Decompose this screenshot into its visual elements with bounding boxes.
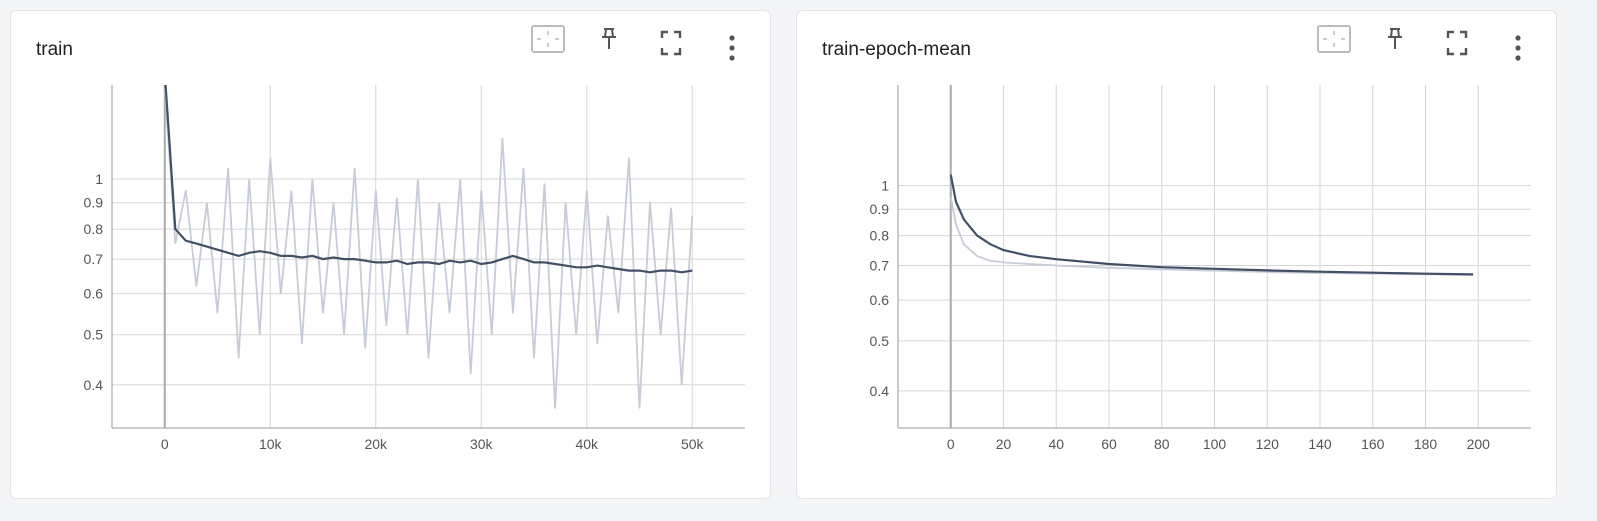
y-tick-label: 0.8 <box>870 228 890 244</box>
y-tick-label: 0.7 <box>84 251 104 267</box>
y-tick-label: 0.4 <box>870 383 890 399</box>
x-tick-label: 200 <box>1467 436 1491 452</box>
y-tick-label: 0.5 <box>870 333 890 349</box>
x-tick-label: 10k <box>259 436 283 452</box>
x-tick-label: 0 <box>947 436 955 452</box>
y-tick-label: 0.6 <box>870 292 890 308</box>
x-tick-label: 100 <box>1203 436 1227 452</box>
chart-title: train <box>36 39 73 60</box>
y-tick-label: 0.8 <box>84 221 104 237</box>
x-tick-label: 20 <box>996 436 1012 452</box>
series-line <box>949 196 1474 276</box>
y-tick-label: 0.7 <box>870 258 890 274</box>
x-tick-label: 180 <box>1414 436 1438 452</box>
y-tick-label: 0.9 <box>870 201 890 217</box>
y-tick-label: 0.4 <box>84 377 104 393</box>
x-tick-label: 40 <box>1048 436 1064 452</box>
x-tick-label: 20k <box>364 436 388 452</box>
x-tick-label: 0 <box>161 436 169 452</box>
x-tick-label: 120 <box>1256 436 1280 452</box>
series-line <box>164 85 693 274</box>
x-tick-label: 30k <box>470 436 494 452</box>
x-tick-label: 40k <box>575 436 599 452</box>
y-tick-label: 0.9 <box>84 195 104 211</box>
x-tick-label: 50k <box>681 436 705 452</box>
x-tick-label: 60 <box>1101 436 1117 452</box>
chart-title: train-epoch-mean <box>822 39 971 60</box>
series-line <box>163 87 694 409</box>
y-tick-label: 1 <box>95 171 103 187</box>
x-tick-label: 80 <box>1154 436 1170 452</box>
series-line <box>949 174 1474 276</box>
card <box>10 10 771 499</box>
x-tick-label: 160 <box>1361 436 1385 452</box>
y-tick-label: 0.6 <box>84 286 104 302</box>
y-tick-label: 1 <box>881 178 889 194</box>
x-tick-label: 140 <box>1308 436 1332 452</box>
y-tick-label: 0.5 <box>84 327 104 343</box>
card <box>796 10 1557 499</box>
